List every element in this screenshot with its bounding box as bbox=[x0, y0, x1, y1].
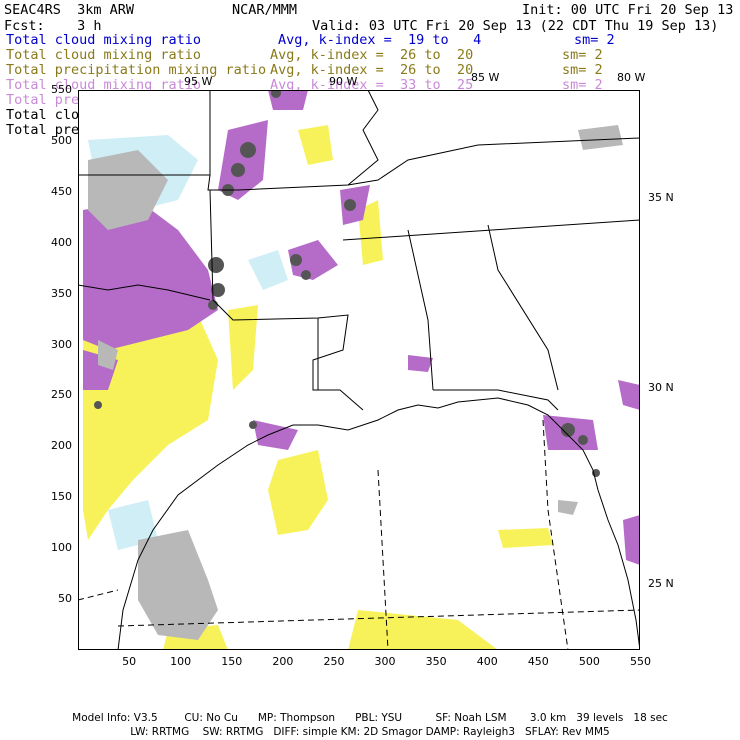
lon-label-80w: 80 W bbox=[617, 71, 646, 84]
y-tick-label: 50 bbox=[58, 592, 72, 606]
legend-avg: Avg, k-index = 19 to 4 bbox=[278, 32, 482, 48]
legend-avg: Avg, k-index = 26 to 20 bbox=[270, 62, 474, 78]
legend-smoothing: sm= 2 bbox=[562, 62, 603, 78]
legend-smoothing: sm= 2 bbox=[562, 47, 603, 63]
y-tick-label: 350 bbox=[51, 286, 72, 300]
center-label: NCAR/MMM bbox=[232, 2, 298, 18]
x-tick-label: 350 bbox=[425, 655, 447, 668]
legend-avg: Avg, k-index = 33 to 25 bbox=[270, 77, 474, 93]
forecast-hour: Fcst: 3 h bbox=[4, 18, 102, 34]
y-tick-label: 100 bbox=[51, 541, 72, 555]
lat-label-25n: 25 N bbox=[648, 577, 674, 590]
model-info-line1: Model Info: V3.5 CU: No Cu MP: Thompson … bbox=[72, 712, 668, 724]
x-tick-label: 50 bbox=[122, 655, 137, 668]
coastline bbox=[117, 397, 640, 650]
legend-row: Total cloud mixing ratio Avg, k-index = 2… bbox=[6, 48, 740, 63]
political-boundaries bbox=[78, 90, 640, 411]
legend-field: Total cloud mixing ratio bbox=[6, 32, 202, 48]
lon-label-85w: 85 W bbox=[471, 71, 500, 84]
x-tick-label: 150 bbox=[221, 655, 243, 668]
map-frame bbox=[78, 90, 640, 650]
y-tick-label: 250 bbox=[51, 388, 72, 402]
y-tick-label: 450 bbox=[51, 184, 72, 198]
valid-time: Valid: 03 UTC Fri 20 Sep 13 (22 CDT Thu … bbox=[312, 18, 719, 34]
lat-label-35n: 35 N bbox=[648, 191, 674, 204]
model-info-line2: LW: RRTMG SW: RRTMG DIFF: simple KM: 2D … bbox=[130, 726, 610, 738]
model-title: SEAC4RS 3km ARW bbox=[4, 2, 135, 18]
legend-field: Total cloud mixing ratio bbox=[6, 77, 202, 93]
lat-label-30n: 30 N bbox=[648, 381, 674, 394]
x-tick-label: 550 bbox=[630, 655, 651, 668]
y-tick-label: 300 bbox=[51, 337, 72, 351]
legend-avg: Avg, k-index = 26 to 20 bbox=[270, 47, 474, 63]
x-tick-label: 100 bbox=[170, 655, 192, 668]
x-tick-label: 400 bbox=[476, 655, 498, 668]
x-tick-label: 300 bbox=[374, 655, 396, 668]
y-tick-label: 500 bbox=[51, 133, 72, 147]
y-tick-label: 550 bbox=[51, 83, 72, 96]
yellow-areas bbox=[83, 125, 553, 650]
dark-convective-cells bbox=[94, 90, 600, 477]
legend-field: Total precipitation mixing ratio bbox=[6, 62, 267, 78]
y-tick-label: 400 bbox=[51, 235, 72, 249]
legend-field: Total cloud mixing ratio bbox=[6, 47, 202, 63]
x-tick-label: 250 bbox=[323, 655, 345, 668]
x-tick-label: 200 bbox=[272, 655, 294, 668]
legend-smoothing: sm= 2 bbox=[574, 32, 615, 48]
legend-smoothing: sm= 2 bbox=[562, 77, 603, 93]
map-plot bbox=[78, 90, 640, 650]
lon-label-95w: 95 W bbox=[184, 75, 213, 88]
x-tick-label: 500 bbox=[578, 655, 600, 668]
gray-areas bbox=[88, 125, 623, 640]
y-tick-label: 150 bbox=[51, 490, 72, 504]
init-time: Init: 00 UTC Fri 20 Sep 13 bbox=[522, 2, 734, 18]
x-tick-label: 450 bbox=[527, 655, 549, 668]
legend-row: Total cloud mixing ratio Avg, k-index = 3… bbox=[6, 78, 740, 93]
lon-label-90w: 90 W bbox=[329, 75, 358, 88]
legend-row: Total cloud mixing ratio Avg, k-index = 1… bbox=[6, 33, 740, 48]
y-tick-label: 200 bbox=[51, 439, 72, 453]
dashed-boundaries bbox=[78, 419, 640, 650]
